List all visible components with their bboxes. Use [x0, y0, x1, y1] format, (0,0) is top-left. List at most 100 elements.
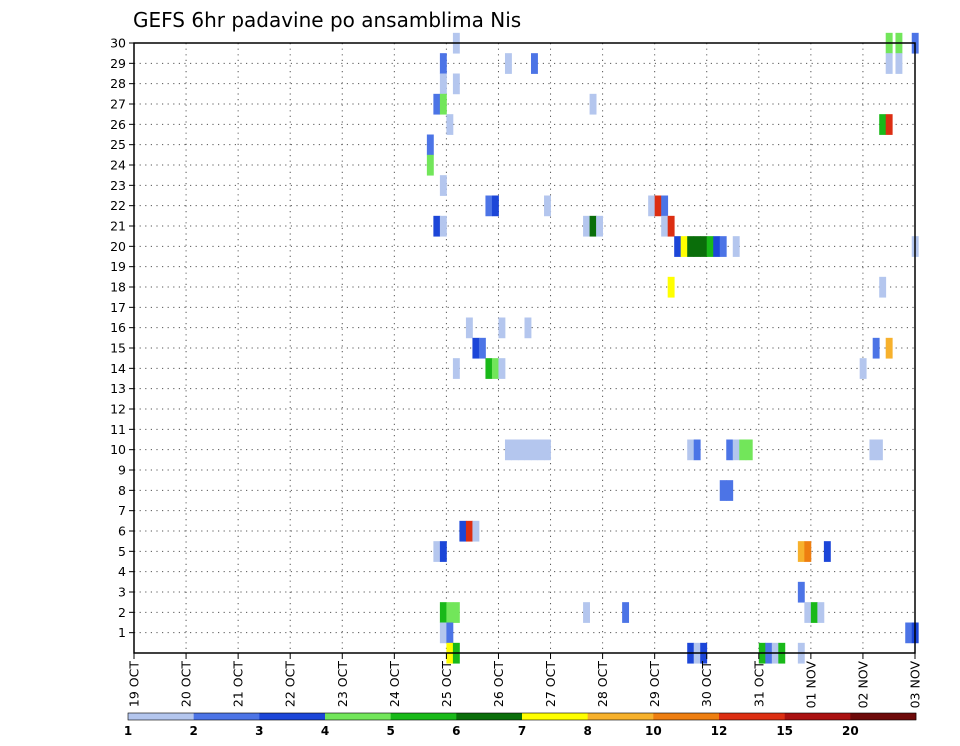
heatmap-cell: [446, 114, 454, 135]
x-tick-label: 31 OCT: [751, 661, 766, 707]
heatmap-cell: [446, 602, 454, 623]
heatmap-cell: [439, 53, 447, 74]
y-tick-label: 26: [110, 117, 126, 132]
heatmap-cell: [517, 439, 525, 461]
heatmap-cell: [472, 337, 480, 359]
heatmap-cell: [465, 317, 473, 339]
x-tick-label: 22 OCT: [283, 661, 298, 707]
heatmap-cell: [869, 439, 877, 461]
x-tick-label: 29 OCT: [647, 661, 662, 707]
x-tick-label: 28 OCT: [595, 661, 610, 707]
y-tick-label: 16: [110, 320, 126, 335]
x-tick-label: 19 OCT: [127, 661, 142, 707]
heatmap-cell: [596, 215, 603, 237]
heatmap-cell: [726, 439, 734, 461]
heatmap-cell: [693, 236, 701, 257]
heatmap-cell: [700, 236, 708, 257]
legend-label: 8: [583, 724, 591, 738]
x-tick-label: 20 OCT: [179, 661, 194, 707]
legend-frame: [127, 712, 917, 721]
heatmap-cell: [661, 215, 669, 237]
heatmap-cell: [504, 53, 512, 74]
heatmap-cell: [687, 236, 695, 257]
y-tick-label: 12: [110, 402, 126, 417]
y-tick-label: 3: [118, 585, 126, 600]
y-tick-label: 9: [118, 463, 126, 478]
legend-label: 7: [518, 724, 526, 738]
y-tick-label: 15: [110, 341, 126, 356]
heatmap-cell: [485, 195, 493, 217]
y-tick-label: 7: [118, 503, 126, 518]
heatmap-cell: [465, 520, 473, 542]
x-tick-label: 24 OCT: [387, 661, 402, 707]
heatmap-cell: [622, 602, 630, 623]
legend-swatch: [128, 713, 194, 720]
y-tick-label: 17: [110, 300, 126, 315]
legend-swatch: [719, 713, 785, 720]
heatmap-cell: [524, 317, 532, 339]
heatmap-cell: [823, 541, 831, 562]
legend-label: 6: [452, 724, 460, 738]
heatmap-cell: [797, 541, 805, 562]
heatmap-cell: [872, 337, 880, 359]
heatmap-cell: [426, 154, 434, 176]
heatmap-cell: [439, 175, 447, 196]
legend-swatch: [390, 713, 457, 720]
heatmap-cell: [439, 73, 447, 95]
heatmap-cell: [433, 541, 441, 562]
y-tick-label: 10: [110, 442, 126, 457]
heatmap-cell: [426, 134, 434, 156]
legend-label: 10: [645, 724, 662, 738]
y-tick-label: 25: [110, 137, 126, 152]
heatmap-cell: [433, 215, 441, 237]
heatmap-cell: [667, 276, 675, 298]
heatmap-cell: [472, 520, 480, 542]
legend-swatch: [653, 713, 720, 720]
color-legend: 1 2 3 4 5 6 7 8 10 12 15 20: [124, 712, 917, 738]
heatmap-cell: [439, 602, 447, 623]
legend-swatch: [325, 713, 391, 720]
y-tick-label: 8: [118, 483, 126, 498]
heatmap-cell: [439, 541, 447, 562]
heatmap-cell: [875, 439, 883, 461]
heatmap-cell: [648, 195, 656, 217]
heatmap-cell: [905, 622, 913, 644]
heatmap-cell: [452, 602, 460, 623]
heatmap-cell: [491, 195, 499, 217]
heatmap-cell: [680, 236, 688, 257]
legend-swatch: [587, 713, 654, 720]
heatmap-cell: [589, 215, 597, 237]
heatmap-cell: [879, 276, 887, 298]
heatmap-cell: [439, 215, 447, 237]
y-tick-label: 19: [110, 259, 126, 274]
y-tick-label: 13: [110, 381, 126, 396]
heatmap-cell: [885, 114, 893, 135]
legend-swatch: [522, 713, 588, 720]
heatmap-cell: [531, 53, 538, 74]
heatmap-cell: [732, 236, 740, 257]
heatmap-cell: [726, 480, 734, 501]
heatmap-cell: [498, 317, 506, 339]
x-tick-label: 30 OCT: [699, 661, 714, 707]
heatmap-cell: [885, 337, 893, 359]
heatmap-cell: [817, 602, 825, 623]
heatmap-cell: [885, 53, 893, 74]
heatmap-cell: [687, 439, 695, 461]
heatmap-cell: [459, 520, 467, 542]
heatmap-cell: [439, 93, 447, 115]
heatmap-cell: [544, 195, 551, 217]
y-tick-label: 27: [110, 97, 126, 112]
heatmap-cell: [544, 439, 551, 461]
heatmap-cell: [810, 602, 818, 623]
heatmap-cell: [879, 114, 887, 135]
chart-title: GEFS 6hr padavine po ansamblima Nis: [133, 8, 521, 32]
heatmap-cell: [797, 581, 805, 603]
heatmap-cell: [859, 358, 867, 379]
x-tick-label: 03 NOV: [908, 661, 923, 709]
y-tick-label: 6: [118, 524, 126, 539]
heatmap-cell: [589, 93, 597, 115]
heatmap-cell: [524, 439, 532, 461]
legend-label: 5: [386, 724, 394, 738]
